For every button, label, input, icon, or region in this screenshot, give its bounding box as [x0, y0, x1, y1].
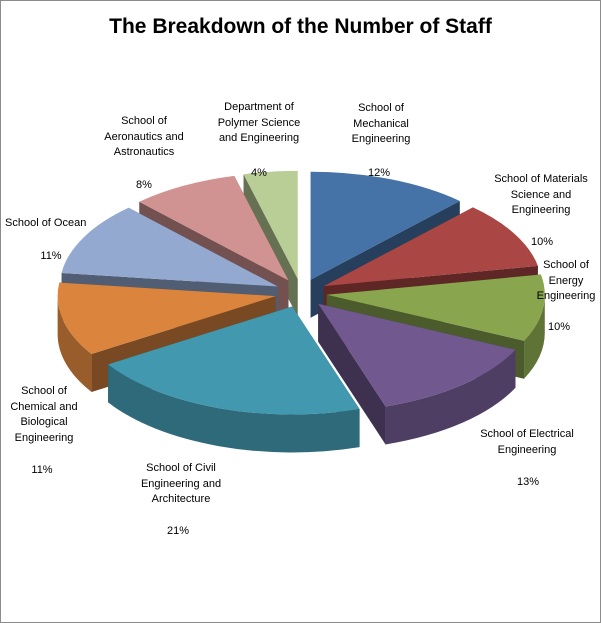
slice-pct-energy: 10% [547, 321, 571, 333]
slice-pct-electrical: 13% [516, 476, 540, 488]
slice-0-top [310, 171, 460, 280]
slice-4-top [108, 306, 360, 415]
slice-6-top [61, 207, 278, 287]
slice-pct-materials: 10% [530, 236, 554, 248]
slice-pct-polymer: 4% [251, 167, 267, 179]
slice-label-materials: School of Materials Science and Engineer… [494, 173, 588, 216]
slice-label-electrical: School of Electrical Engineering [480, 428, 574, 456]
slice-label-ocean: School of Ocean [5, 217, 87, 229]
slice-pct-chemical: 11% [31, 464, 53, 476]
slice-5-top [57, 282, 276, 354]
slice-label-civil: School of Civil Engineering and Architec… [140, 462, 222, 505]
slice-2-side-wall [524, 294, 545, 379]
slice-3-radial-face-1 [318, 303, 386, 445]
slice-3-side-wall [385, 349, 516, 445]
slice-label-mechanical: School of Mechanical Engineering [351, 102, 411, 145]
slice-label-polymer: Department of Polymer Science and Engine… [217, 101, 301, 144]
slice-pct-ocean: 11% [40, 250, 62, 262]
slice-pct-mechanical: 12% [367, 167, 391, 179]
slice-pct-civil: 21% [166, 525, 190, 537]
slice-7-top [139, 175, 289, 281]
slice-2-top [326, 274, 545, 341]
slice-8-top [243, 170, 298, 279]
slice-label-energy: School of Energy Engineering [536, 259, 596, 302]
slice-pct-aeronautics: 8% [136, 179, 152, 191]
slice-4-side-wall [108, 364, 360, 453]
slice-label-aeronautics: School of Aeronautics and Astronautics [104, 115, 184, 158]
chart-title: The Breakdown of the Number of Staff [109, 15, 492, 38]
slice-3-top [318, 303, 516, 407]
slice-5-side-wall [57, 296, 92, 392]
slice-1-top [323, 207, 538, 287]
slice-label-chemical: School of Chemical and Biological Engine… [10, 385, 78, 444]
